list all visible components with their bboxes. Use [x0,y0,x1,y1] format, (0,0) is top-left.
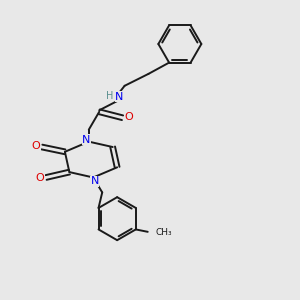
Text: CH₃: CH₃ [155,228,172,237]
Text: N: N [82,135,91,145]
Text: O: O [32,141,40,152]
Text: N: N [91,176,99,186]
Text: O: O [36,173,44,183]
Text: H: H [106,91,113,101]
Text: N: N [116,92,124,102]
Text: O: O [125,112,134,122]
